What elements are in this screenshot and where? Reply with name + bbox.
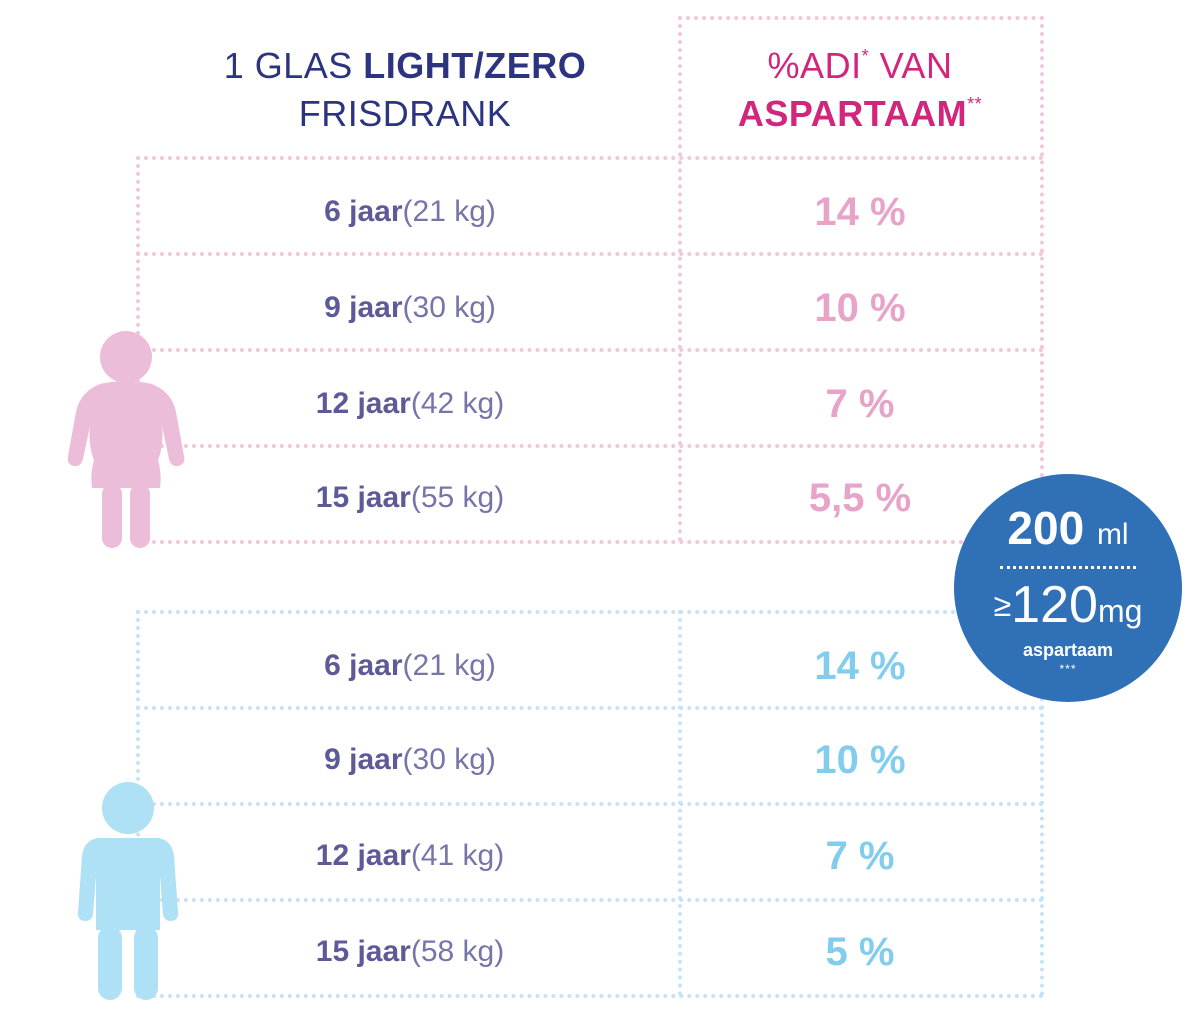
badge-volume-unit: ml <box>1096 518 1129 551</box>
weight-label: (55 kg) <box>410 481 505 514</box>
weight-label: (42 kg) <box>410 387 505 420</box>
header-aspartaam: ASPARTAAM <box>737 93 968 134</box>
boy-age-cell: 15 jaar (58 kg) <box>140 904 680 1000</box>
badge-divider <box>1000 566 1136 569</box>
age-label: 9 jaar <box>324 743 403 776</box>
header-drink-bold: LIGHT/ZERO <box>363 45 587 86</box>
age-label: 6 jaar <box>324 649 403 682</box>
boy-age-cell: 12 jaar (41 kg) <box>140 808 680 904</box>
serving-badge: 200 ml ≥120mg aspartaam *** <box>954 474 1182 702</box>
header-adi-van: VAN <box>869 45 953 86</box>
badge-footnote-mark: *** <box>1059 662 1077 676</box>
boy-figure-icon <box>77 782 179 1000</box>
girl-figure-icon <box>68 331 185 548</box>
badge-volume: 200 ml <box>954 502 1182 561</box>
age-label: 9 jaar <box>324 291 403 324</box>
weight-label: (21 kg) <box>402 195 496 228</box>
girl-age-cell: 9 jaar (30 kg) <box>140 260 680 356</box>
header-adi-label: %ADI <box>767 45 862 86</box>
grid-line <box>678 16 682 542</box>
column-header-drink: 1 GLAS LIGHT/ZERO FRISDRANK <box>170 42 640 138</box>
age-label: 15 jaar <box>315 935 411 968</box>
grid-line <box>1040 16 1044 542</box>
age-label: 12 jaar <box>315 839 411 872</box>
grid-line <box>136 444 1044 448</box>
weight-label: (21 kg) <box>402 649 496 682</box>
boy-adi-value: 7 % <box>825 833 895 878</box>
girl-adi-value: 5,5 % <box>808 475 912 520</box>
column-header-adi: %ADI* VAN ASPARTAAM** <box>690 42 1030 138</box>
boy-age-cell: 6 jaar (21 kg) <box>140 618 680 714</box>
grid-line <box>136 898 1044 902</box>
girl-age-cell: 12 jaar (42 kg) <box>140 356 680 452</box>
header-drink-plain: 1 GLAS <box>223 45 364 86</box>
grid-line <box>136 706 1044 710</box>
grid-line <box>136 156 1044 160</box>
header-drink-line2: FRISDRANK <box>298 93 512 134</box>
grid-line <box>678 16 1044 20</box>
badge-substance: aspartaam <box>1022 640 1114 660</box>
age-label: 12 jaar <box>315 387 411 420</box>
grid-line <box>136 610 1044 614</box>
header-aspartaam-footnote-mark: ** <box>967 94 983 114</box>
girl-age-cell: 6 jaar (21 kg) <box>140 164 680 260</box>
badge-amount-value: 120 <box>1011 576 1098 634</box>
age-label: 15 jaar <box>315 481 411 514</box>
weight-label: (58 kg) <box>410 935 505 968</box>
badge-volume-value: 200 <box>1007 502 1085 554</box>
girl-adi-value: 10 % <box>814 285 906 330</box>
boy-adi-value: 5 % <box>825 929 895 974</box>
badge-amount: ≥120mg <box>954 574 1182 642</box>
weight-label: (41 kg) <box>410 839 505 872</box>
grid-line <box>136 252 1044 256</box>
grid-line <box>136 802 1044 806</box>
grid-line <box>136 994 1044 998</box>
grid-line <box>136 348 1044 352</box>
girl-adi-value: 7 % <box>825 381 895 426</box>
grid-line <box>136 540 1044 544</box>
boy-adi-value: 10 % <box>814 737 906 782</box>
boy-age-cell: 9 jaar (30 kg) <box>140 712 680 808</box>
header-adi-footnote-mark: * <box>861 46 870 66</box>
boy-adi-value: 14 % <box>814 643 906 688</box>
girl-adi-value: 14 % <box>814 189 906 234</box>
badge-amount-unit: mg <box>1097 593 1143 629</box>
weight-label: (30 kg) <box>402 743 496 776</box>
girl-age-cell: 15 jaar (55 kg) <box>140 450 680 546</box>
age-label: 6 jaar <box>324 195 403 228</box>
badge-ge-symbol: ≥ <box>993 587 1012 623</box>
weight-label: (30 kg) <box>402 291 496 324</box>
